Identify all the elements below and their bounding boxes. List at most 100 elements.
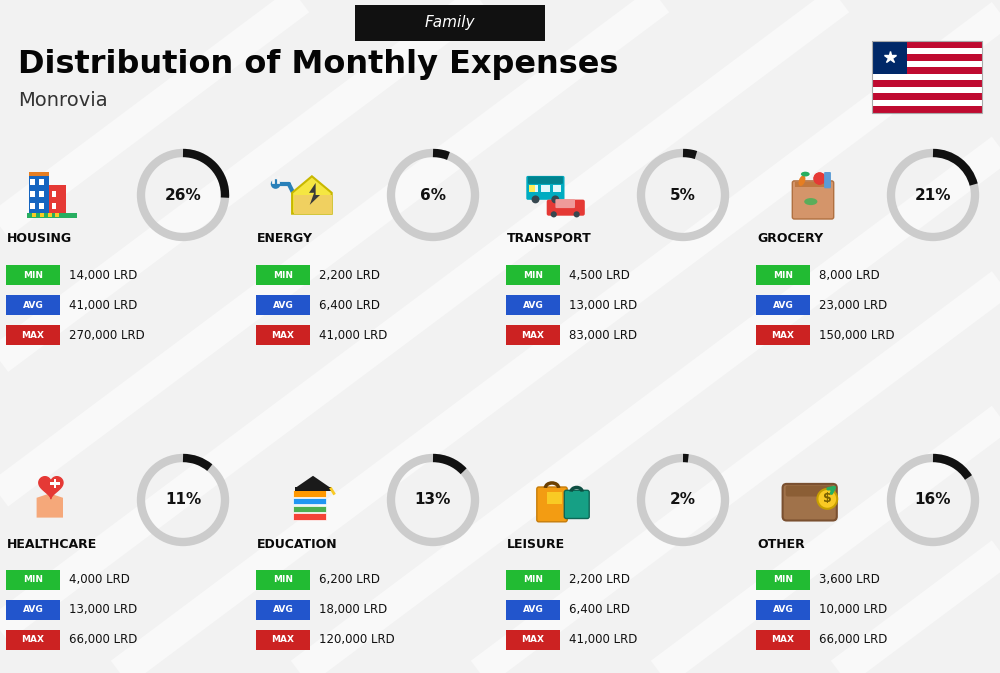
Text: 18,000 LRD: 18,000 LRD bbox=[319, 604, 387, 616]
FancyBboxPatch shape bbox=[795, 182, 831, 187]
FancyBboxPatch shape bbox=[30, 178, 35, 185]
FancyBboxPatch shape bbox=[55, 213, 59, 217]
Text: MAX: MAX bbox=[772, 635, 794, 645]
FancyBboxPatch shape bbox=[756, 264, 810, 285]
FancyBboxPatch shape bbox=[54, 479, 56, 489]
Circle shape bbox=[813, 172, 826, 184]
FancyBboxPatch shape bbox=[872, 87, 982, 94]
FancyBboxPatch shape bbox=[256, 325, 310, 345]
Text: 6,400 LRD: 6,400 LRD bbox=[569, 604, 630, 616]
FancyBboxPatch shape bbox=[256, 630, 310, 650]
Text: 13%: 13% bbox=[415, 493, 451, 507]
Text: MAX: MAX bbox=[272, 330, 294, 339]
Circle shape bbox=[551, 195, 559, 203]
FancyBboxPatch shape bbox=[52, 190, 56, 197]
FancyBboxPatch shape bbox=[27, 213, 77, 218]
Text: 41,000 LRD: 41,000 LRD bbox=[69, 299, 137, 312]
Text: 3,600 LRD: 3,600 LRD bbox=[819, 573, 880, 586]
FancyBboxPatch shape bbox=[29, 176, 49, 214]
Text: 13,000 LRD: 13,000 LRD bbox=[69, 604, 137, 616]
Text: HEALTHCARE: HEALTHCARE bbox=[7, 538, 97, 551]
Text: 23,000 LRD: 23,000 LRD bbox=[819, 299, 887, 312]
FancyBboxPatch shape bbox=[256, 295, 310, 315]
Text: 14,000 LRD: 14,000 LRD bbox=[69, 269, 137, 281]
FancyBboxPatch shape bbox=[293, 490, 326, 497]
FancyBboxPatch shape bbox=[872, 54, 982, 61]
FancyBboxPatch shape bbox=[756, 570, 810, 590]
FancyBboxPatch shape bbox=[547, 493, 562, 504]
FancyBboxPatch shape bbox=[564, 491, 589, 518]
Text: 66,000 LRD: 66,000 LRD bbox=[819, 633, 887, 647]
Text: LEISURE: LEISURE bbox=[507, 538, 565, 551]
Text: MIN: MIN bbox=[773, 271, 793, 279]
FancyBboxPatch shape bbox=[756, 630, 810, 650]
FancyBboxPatch shape bbox=[6, 325, 60, 345]
Text: MAX: MAX bbox=[522, 635, 544, 645]
Text: MAX: MAX bbox=[21, 635, 44, 645]
Ellipse shape bbox=[799, 176, 805, 186]
FancyBboxPatch shape bbox=[526, 176, 564, 200]
FancyBboxPatch shape bbox=[30, 190, 35, 197]
FancyBboxPatch shape bbox=[293, 513, 326, 520]
FancyBboxPatch shape bbox=[872, 48, 982, 54]
FancyBboxPatch shape bbox=[6, 570, 60, 590]
FancyBboxPatch shape bbox=[786, 485, 834, 497]
Text: 66,000 LRD: 66,000 LRD bbox=[69, 633, 137, 647]
Text: MAX: MAX bbox=[21, 330, 44, 339]
Text: MAX: MAX bbox=[272, 635, 294, 645]
FancyBboxPatch shape bbox=[872, 100, 982, 106]
FancyBboxPatch shape bbox=[50, 483, 60, 485]
FancyBboxPatch shape bbox=[528, 176, 563, 184]
Text: MIN: MIN bbox=[773, 575, 793, 584]
Text: EDUCATION: EDUCATION bbox=[257, 538, 338, 551]
FancyBboxPatch shape bbox=[293, 505, 326, 512]
Text: AVG: AVG bbox=[23, 606, 43, 614]
Text: OTHER: OTHER bbox=[757, 538, 805, 551]
Polygon shape bbox=[309, 183, 320, 205]
FancyBboxPatch shape bbox=[792, 181, 834, 219]
Text: 4,500 LRD: 4,500 LRD bbox=[569, 269, 630, 281]
FancyBboxPatch shape bbox=[872, 41, 982, 48]
Text: $: $ bbox=[823, 493, 832, 505]
FancyBboxPatch shape bbox=[506, 295, 560, 315]
FancyBboxPatch shape bbox=[872, 80, 982, 87]
FancyBboxPatch shape bbox=[52, 203, 56, 209]
Text: AVG: AVG bbox=[523, 301, 543, 310]
FancyBboxPatch shape bbox=[547, 200, 585, 216]
Text: 5%: 5% bbox=[670, 188, 696, 203]
FancyBboxPatch shape bbox=[39, 203, 44, 209]
FancyBboxPatch shape bbox=[530, 184, 538, 192]
Text: 6,400 LRD: 6,400 LRD bbox=[319, 299, 380, 312]
Text: MIN: MIN bbox=[523, 271, 543, 279]
FancyBboxPatch shape bbox=[6, 630, 60, 650]
FancyBboxPatch shape bbox=[756, 600, 810, 621]
Text: MAX: MAX bbox=[772, 330, 794, 339]
FancyBboxPatch shape bbox=[783, 484, 837, 520]
Circle shape bbox=[574, 211, 580, 217]
Polygon shape bbox=[37, 493, 63, 518]
Text: TRANSPORT: TRANSPORT bbox=[507, 232, 592, 246]
Text: AVG: AVG bbox=[773, 301, 793, 310]
Ellipse shape bbox=[801, 172, 810, 176]
Polygon shape bbox=[292, 176, 332, 214]
FancyBboxPatch shape bbox=[293, 498, 326, 504]
FancyBboxPatch shape bbox=[506, 630, 560, 650]
Text: 41,000 LRD: 41,000 LRD bbox=[569, 633, 637, 647]
FancyBboxPatch shape bbox=[872, 41, 907, 74]
FancyBboxPatch shape bbox=[6, 264, 60, 285]
Text: MIN: MIN bbox=[273, 575, 293, 584]
Polygon shape bbox=[295, 476, 331, 488]
Text: 83,000 LRD: 83,000 LRD bbox=[569, 328, 637, 341]
FancyBboxPatch shape bbox=[824, 172, 831, 188]
Text: 2,200 LRD: 2,200 LRD bbox=[319, 269, 380, 281]
Text: Monrovia: Monrovia bbox=[18, 92, 108, 110]
FancyBboxPatch shape bbox=[506, 600, 560, 621]
Text: 16%: 16% bbox=[915, 493, 951, 507]
FancyBboxPatch shape bbox=[872, 106, 982, 113]
Text: HOUSING: HOUSING bbox=[7, 232, 72, 246]
FancyBboxPatch shape bbox=[872, 67, 982, 74]
FancyBboxPatch shape bbox=[294, 195, 332, 214]
FancyBboxPatch shape bbox=[6, 295, 60, 315]
Circle shape bbox=[532, 195, 539, 203]
Text: GROCERY: GROCERY bbox=[757, 232, 823, 246]
